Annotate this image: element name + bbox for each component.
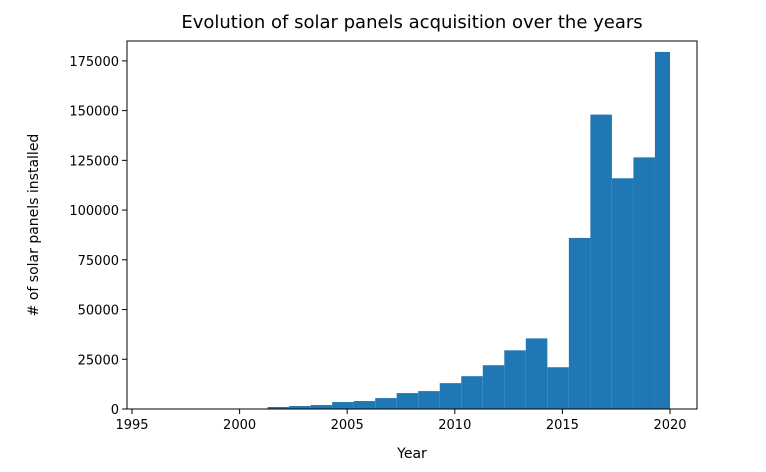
y-tick-label: 150000 bbox=[69, 105, 119, 120]
histogram-bar bbox=[482, 365, 505, 409]
x-tick-label: 2015 bbox=[546, 418, 579, 433]
histogram-bar bbox=[547, 367, 569, 409]
histogram-bar bbox=[396, 393, 419, 409]
x-tick-label: 2020 bbox=[653, 418, 686, 433]
histogram-bar bbox=[289, 406, 311, 409]
histogram-bar bbox=[439, 383, 462, 409]
y-axis-ticks: 0 25000 50000 75000 100000 125000 150000 175000 bbox=[69, 55, 127, 418]
x-tick-label: 2005 bbox=[331, 418, 364, 433]
x-tick-label: 1995 bbox=[115, 418, 148, 433]
x-tick-label: 2010 bbox=[438, 418, 471, 433]
histogram-bar bbox=[353, 401, 376, 409]
y-tick-label: 100000 bbox=[69, 204, 119, 219]
histogram-bar bbox=[525, 338, 548, 409]
y-tick-label: 175000 bbox=[69, 55, 119, 70]
histogram-bar bbox=[654, 51, 670, 409]
chart-title: Evolution of solar panels acquisition ov… bbox=[181, 12, 642, 33]
histogram-bar bbox=[375, 398, 397, 409]
histogram-bar bbox=[568, 237, 591, 409]
histogram-bar bbox=[267, 407, 290, 409]
histogram-bar bbox=[461, 376, 483, 409]
x-tick-label: 2000 bbox=[223, 418, 256, 433]
histogram-bar bbox=[633, 157, 655, 409]
histogram-bar bbox=[332, 402, 354, 409]
y-tick-label: 125000 bbox=[69, 154, 119, 169]
x-axis-ticks: 1995 2000 2005 2010 2015 2020 bbox=[115, 409, 687, 433]
histogram-bar bbox=[418, 391, 440, 409]
x-axis-label: Year bbox=[396, 446, 427, 462]
y-tick-label: 50000 bbox=[78, 304, 119, 319]
y-axis-label: # of solar panels installed bbox=[26, 134, 42, 317]
plot-frame bbox=[126, 40, 698, 410]
histogram-bar bbox=[504, 350, 526, 409]
histogram-bar bbox=[590, 114, 612, 409]
bars-group bbox=[246, 51, 670, 409]
histogram-bar bbox=[611, 178, 634, 409]
y-tick-label: 25000 bbox=[78, 353, 119, 368]
y-tick-label: 75000 bbox=[78, 254, 119, 269]
y-tick-label: 0 bbox=[111, 403, 119, 418]
histogram-bar bbox=[310, 405, 333, 409]
